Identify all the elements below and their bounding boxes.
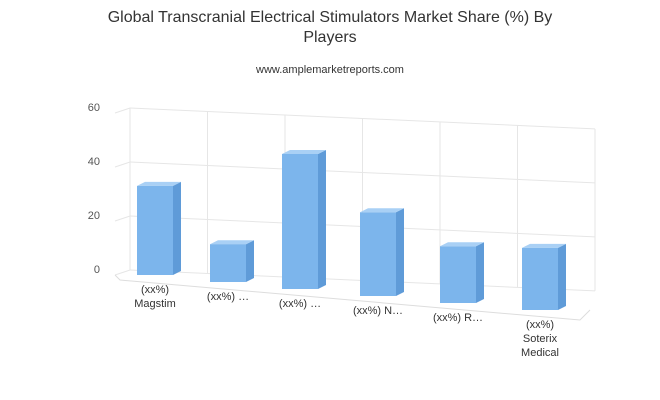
bar-top bbox=[522, 243, 566, 248]
bar-group bbox=[522, 243, 566, 310]
bar-group bbox=[440, 242, 484, 303]
grid-line bbox=[129, 161, 596, 184]
bar-group bbox=[210, 240, 254, 282]
x-tick-label: (xx%) R… bbox=[432, 312, 484, 324]
bar bbox=[440, 246, 476, 303]
y-tick-label: 60 bbox=[88, 102, 100, 114]
grid-line bbox=[129, 107, 596, 130]
grid-line-side bbox=[114, 215, 131, 222]
chart-subtitle: www.amplemarketreports.com bbox=[255, 64, 404, 76]
bar-top bbox=[282, 150, 326, 154]
bar-group bbox=[360, 208, 404, 296]
y-tick-label: 0 bbox=[94, 264, 100, 276]
bar-side bbox=[558, 243, 566, 310]
bar-top bbox=[440, 242, 484, 247]
x-tick-label: (xx%) Soterix Medical bbox=[521, 319, 559, 359]
bar-side bbox=[476, 242, 484, 303]
bar-side bbox=[173, 181, 181, 275]
bar-side bbox=[246, 240, 254, 282]
y-tick-label: 20 bbox=[88, 210, 100, 222]
bar-top bbox=[360, 208, 404, 213]
y-tick-label: 40 bbox=[88, 156, 100, 168]
bar-side bbox=[318, 150, 326, 289]
bar bbox=[360, 212, 396, 296]
bar-group bbox=[282, 150, 326, 289]
grid-line-side bbox=[114, 161, 131, 168]
x-tick-label: (xx%) N… bbox=[352, 305, 404, 317]
bar-side bbox=[396, 208, 404, 296]
grid-line-side bbox=[114, 269, 131, 276]
bar bbox=[210, 244, 246, 282]
x-tick-label: (xx%) Magstim bbox=[134, 284, 176, 310]
floor-edge bbox=[114, 274, 591, 321]
bar bbox=[282, 154, 318, 289]
x-tick-label: (xx%) … bbox=[206, 291, 250, 303]
bar bbox=[522, 247, 558, 310]
x-tick-label: (xx%) … bbox=[278, 298, 322, 310]
chart-title: Global Transcranial Electrical Stimulato… bbox=[108, 9, 553, 46]
grid-line-side bbox=[114, 107, 131, 114]
bar-top bbox=[210, 240, 254, 245]
bar bbox=[137, 185, 173, 275]
bar-top bbox=[137, 181, 181, 186]
bar-group bbox=[137, 181, 181, 275]
